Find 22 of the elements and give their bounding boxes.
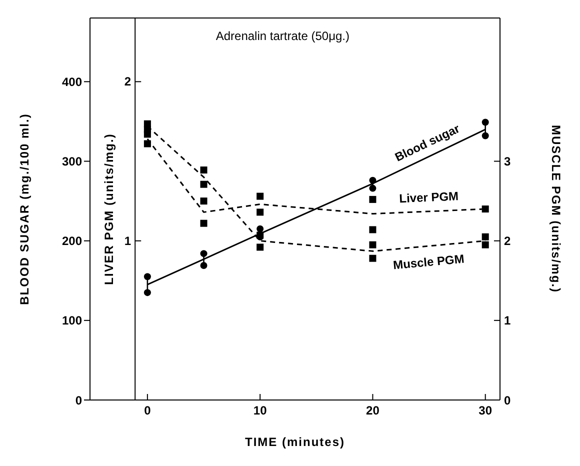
x-tick-label: 20 (366, 404, 380, 418)
y2-tick-label: 1 (124, 234, 132, 248)
series-label: Liver PGM (398, 189, 459, 206)
y3-tick-label: 0 (504, 393, 511, 408)
x-tick-label: 0 (144, 404, 152, 418)
x-tick-label: 30 (478, 404, 492, 418)
y-axis-title: BLOOD SUGAR (mg./100 ml.) (17, 113, 32, 305)
text: Adrenalin tartrate (50μg.) (216, 29, 350, 43)
text: Muscle PGM (392, 252, 465, 272)
y3-tick-label: 3 (504, 154, 511, 169)
y-tick-label: 400 (62, 74, 82, 89)
x-tick-label: 10 (253, 404, 268, 418)
y-tick-label: 300 (62, 154, 82, 169)
y3-axis-title: MUSCLE PGM (units/mg.) (548, 125, 563, 293)
y3-tick-label: 1 (504, 314, 511, 328)
x-axis-title: TIME (minutes) (245, 435, 345, 449)
y3-tick-label: 2 (504, 234, 511, 248)
y2-tick-label: 2 (124, 74, 132, 89)
y2-axis-title: LIVER PGM (units/mg.) (102, 133, 116, 285)
y-tick-label: 100 (62, 314, 82, 328)
y-tick-label: 0 (75, 393, 82, 408)
y-tick-label: 200 (62, 234, 82, 248)
